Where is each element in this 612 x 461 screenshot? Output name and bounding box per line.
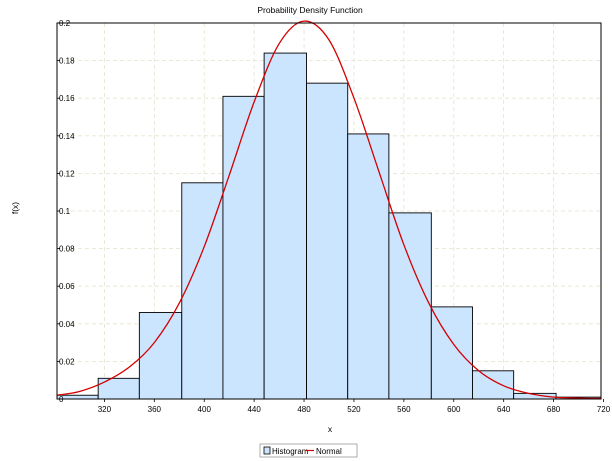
x-tick-label: 400 — [198, 405, 212, 414]
normal-curve — [56, 20, 602, 400]
x-tick-label: 360 — [148, 405, 162, 414]
histogram-bar — [306, 82, 349, 400]
histogram-bar — [388, 212, 432, 400]
normal-curve-line — [56, 20, 602, 400]
y-tick-label: 0.18 — [59, 57, 75, 66]
y-tick-label: 0.14 — [59, 132, 75, 141]
y-tick-label: 0.12 — [59, 169, 75, 178]
x-tick-label: 720 — [597, 405, 611, 414]
chart-title: Probability Density Function — [257, 5, 363, 15]
histogram-bar — [181, 182, 224, 400]
legend: Histogram Normal — [259, 443, 358, 458]
x-tick-label: 440 — [247, 405, 261, 414]
x-axis-ticks: 320 360 400 440 480 520 560 600 640 680 720 — [98, 399, 611, 414]
legend-histogram-swatch — [263, 446, 271, 455]
y-tick-label: 0.02 — [59, 357, 75, 366]
histogram-bar — [138, 312, 183, 400]
y-tick-label: 0.04 — [59, 320, 75, 329]
x-axis-label: x — [328, 424, 333, 434]
y-axis-label: f(x) — [10, 202, 20, 214]
histogram-bar — [472, 370, 515, 400]
x-tick-label: 320 — [98, 405, 112, 414]
y-tick-label: 0 — [59, 395, 64, 404]
x-tick-label: 480 — [297, 405, 311, 414]
legend-normal-label: Normal — [316, 447, 342, 456]
histogram-bar — [263, 52, 307, 400]
x-tick-label: 680 — [547, 405, 561, 414]
histogram-bar — [222, 95, 265, 400]
y-tick-label: 0.08 — [59, 245, 75, 254]
histogram-bar — [347, 133, 390, 400]
y-tick-label: 0.1 — [59, 207, 71, 216]
legend-histogram-label: Histogram — [272, 447, 309, 456]
x-tick-label: 640 — [497, 405, 511, 414]
x-tick-label: 520 — [347, 405, 361, 414]
y-axis-ticks: 0 0.02 0.04 0.06 0.08 0.1 0.12 0.14 0.16 0.18 0.2 — [57, 19, 75, 404]
y-tick-label: 0.06 — [59, 282, 75, 291]
x-tick-label: 560 — [397, 405, 411, 414]
y-tick-label: 0.16 — [59, 94, 75, 103]
x-tick-label: 600 — [447, 405, 461, 414]
histogram-bars — [56, 52, 602, 400]
histogram-bar — [430, 306, 473, 400]
y-tick-label: 0.2 — [59, 19, 71, 28]
